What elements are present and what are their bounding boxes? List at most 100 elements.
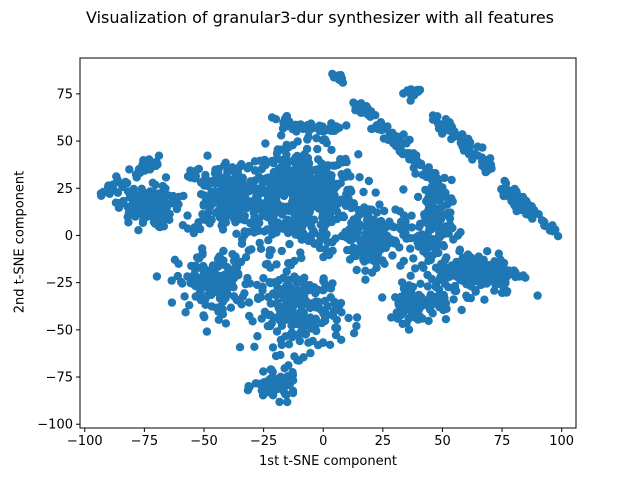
data-point bbox=[259, 390, 268, 400]
data-point bbox=[428, 299, 437, 309]
data-point bbox=[113, 175, 122, 185]
data-point bbox=[281, 332, 290, 341]
data-point bbox=[228, 163, 237, 172]
data-point bbox=[196, 190, 206, 199]
data-point bbox=[503, 185, 513, 195]
data-point bbox=[229, 176, 238, 185]
data-point bbox=[408, 89, 417, 98]
data-point bbox=[456, 138, 465, 148]
data-point bbox=[410, 264, 420, 273]
data-point bbox=[418, 170, 427, 179]
data-point bbox=[399, 256, 408, 266]
data-point bbox=[198, 210, 207, 219]
data-point bbox=[272, 384, 281, 393]
data-point bbox=[303, 153, 313, 163]
data-point bbox=[278, 185, 288, 194]
data-point bbox=[295, 356, 304, 365]
data-point bbox=[354, 150, 363, 159]
data-point bbox=[425, 196, 434, 205]
data-point bbox=[441, 117, 450, 127]
data-point bbox=[391, 132, 401, 141]
data-point bbox=[481, 165, 490, 174]
data-point bbox=[280, 364, 289, 373]
data-point bbox=[300, 313, 310, 323]
data-point bbox=[219, 279, 229, 289]
data-point bbox=[246, 219, 255, 228]
data-point bbox=[281, 390, 290, 399]
data-point bbox=[435, 232, 444, 242]
data-point bbox=[298, 167, 308, 177]
data-point bbox=[189, 228, 198, 238]
data-point bbox=[229, 283, 238, 292]
data-point bbox=[178, 221, 188, 230]
data-point bbox=[295, 209, 305, 218]
data-point bbox=[323, 238, 333, 247]
data-point bbox=[282, 267, 291, 276]
data-point bbox=[499, 191, 508, 201]
y-tick-label: −75 bbox=[46, 371, 73, 386]
data-point bbox=[355, 235, 364, 244]
data-point bbox=[202, 327, 212, 336]
data-point bbox=[299, 291, 309, 300]
data-point bbox=[277, 162, 286, 172]
data-point bbox=[187, 261, 196, 271]
data-point bbox=[221, 158, 230, 167]
data-point bbox=[423, 270, 432, 280]
data-point bbox=[533, 291, 542, 300]
data-point bbox=[361, 275, 370, 284]
data-point bbox=[255, 156, 265, 165]
data-point bbox=[493, 261, 502, 271]
data-point bbox=[421, 185, 430, 195]
data-point bbox=[123, 202, 132, 212]
data-point bbox=[463, 250, 473, 259]
data-point bbox=[504, 266, 513, 275]
data-point bbox=[197, 244, 207, 253]
data-point bbox=[282, 140, 291, 150]
data-point bbox=[406, 271, 415, 280]
data-point bbox=[253, 195, 262, 204]
data-point bbox=[407, 211, 416, 220]
data-point bbox=[425, 243, 434, 252]
data-point bbox=[268, 343, 278, 352]
data-point bbox=[528, 214, 537, 223]
data-point bbox=[245, 311, 254, 321]
data-point bbox=[244, 298, 254, 307]
data-point bbox=[221, 173, 230, 182]
data-point bbox=[111, 198, 121, 207]
data-point bbox=[263, 321, 272, 331]
data-point bbox=[326, 293, 335, 302]
data-point bbox=[276, 311, 285, 320]
data-point bbox=[523, 208, 533, 217]
data-point bbox=[377, 125, 386, 135]
data-point bbox=[158, 181, 167, 191]
data-point bbox=[406, 96, 415, 105]
data-point bbox=[320, 312, 330, 322]
data-point bbox=[196, 295, 206, 305]
data-point bbox=[198, 250, 207, 259]
scatter-points bbox=[96, 69, 563, 407]
data-point bbox=[354, 245, 363, 255]
data-point bbox=[306, 204, 316, 213]
data-point bbox=[270, 228, 280, 237]
data-point bbox=[264, 310, 273, 320]
data-point bbox=[224, 211, 233, 220]
data-point bbox=[441, 255, 450, 264]
plot-frame bbox=[79, 57, 577, 429]
data-point bbox=[287, 206, 297, 215]
data-point bbox=[223, 263, 232, 272]
data-point bbox=[371, 188, 380, 197]
x-tick-label: −25 bbox=[250, 434, 277, 449]
data-point bbox=[284, 340, 294, 349]
data-point bbox=[204, 276, 213, 285]
data-point bbox=[261, 174, 271, 183]
data-point bbox=[534, 210, 543, 219]
data-point bbox=[363, 234, 372, 243]
data-point bbox=[337, 335, 346, 344]
data-point bbox=[121, 177, 130, 187]
data-point bbox=[295, 278, 304, 287]
data-point bbox=[231, 252, 240, 261]
data-point bbox=[304, 132, 313, 141]
x-axis-label: 1st t-SNE component bbox=[259, 454, 397, 469]
data-point bbox=[138, 194, 147, 203]
data-point bbox=[167, 276, 176, 285]
